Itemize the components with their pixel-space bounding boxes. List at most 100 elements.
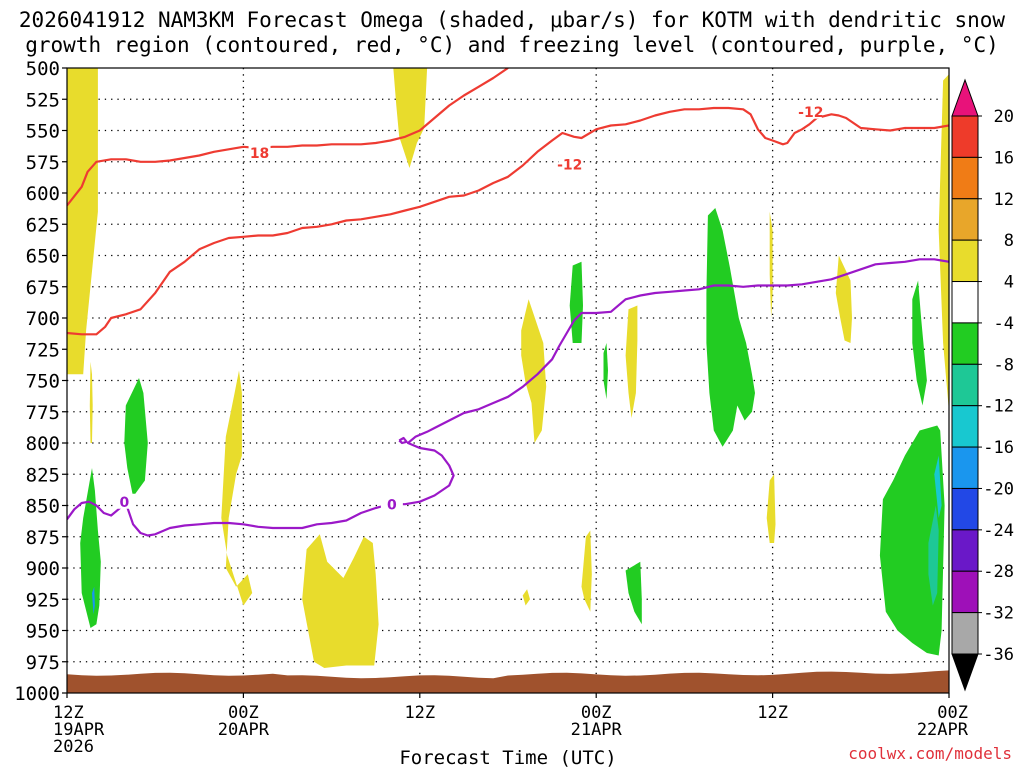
y-tick-label-575: 575 <box>26 152 60 174</box>
y-tick-label-725: 725 <box>26 339 60 361</box>
y-tick-label-825: 825 <box>26 464 60 486</box>
colorbar-bin-4 <box>951 239 979 283</box>
x-tick-label-36-0: 00Z <box>581 703 612 723</box>
colorbar-top-arrow <box>951 78 979 117</box>
colorbar-bin-7 <box>951 363 979 407</box>
y-axis: 500 525 550 575 600 625 650 675 700 725 750 775 800 8… <box>14 58 67 705</box>
omega-green-region-1 <box>124 378 148 497</box>
contour-label-2: -12 <box>798 105 823 121</box>
contour-label-4: 0 <box>119 495 129 511</box>
colorbar-label-12: -32 <box>983 604 1014 624</box>
y-tick-label-675: 675 <box>26 277 60 299</box>
colorbar-bin-11 <box>951 529 979 572</box>
omega-skyblue-region-0 <box>92 586 95 615</box>
terrain <box>67 670 949 693</box>
omega-yellow-region-0 <box>67 68 98 375</box>
y-tick-label-525: 525 <box>26 89 60 111</box>
omega-yellow-region-2 <box>89 361 93 443</box>
colorbar-label-0: 20 <box>994 107 1014 127</box>
colorbar-bin-10 <box>951 487 979 531</box>
y-tick-label-800: 800 <box>26 433 60 455</box>
y-tick-label-875: 875 <box>26 527 60 549</box>
chart-title-line-2: growth region (contoured, red, °C) and f… <box>25 33 999 57</box>
colorbar-label-11: -28 <box>983 562 1014 582</box>
colorbar-label-3: 8 <box>1004 231 1014 251</box>
colorbar-bottom-arrow <box>951 653 979 692</box>
omega-yellow-region-8 <box>581 530 592 612</box>
y-tick-label-550: 550 <box>26 121 60 143</box>
omega-yellow-region-13 <box>938 74 949 412</box>
y-tick-label-900: 900 <box>26 558 60 580</box>
omega-yellow-region-1 <box>67 205 75 306</box>
contour-line-4 <box>398 436 408 445</box>
colorbar-bin-13 <box>951 612 979 655</box>
x-tick-label-24-0: 12Z <box>404 703 435 723</box>
y-tick-label-850: 850 <box>26 496 60 518</box>
colorbar-bin-8 <box>951 405 979 448</box>
colorbar-label-6: -8 <box>994 355 1014 375</box>
y-tick-label-625: 625 <box>26 214 60 236</box>
contour-label-bg-4 <box>113 493 136 509</box>
omega-shading <box>67 68 949 668</box>
colorbar-bin-6 <box>951 322 979 365</box>
contour-label-1: -12 <box>557 157 582 173</box>
colorbar-bin-1 <box>951 115 979 158</box>
y-tick-label-700: 700 <box>26 308 60 330</box>
credit-text: coolwx.com/models <box>848 744 1012 763</box>
colorbar-label-9: -20 <box>983 479 1014 499</box>
colorbar-bin-9 <box>951 446 979 489</box>
colorbar-bin-2 <box>951 156 979 200</box>
omega-yellow-region-4 <box>302 534 379 668</box>
omega-green-region-6 <box>879 425 945 656</box>
x-tick-label-60-0: 00Z <box>937 703 968 723</box>
colorbar-label-8: -16 <box>983 438 1014 458</box>
x-tick-label-36-1: 21APR <box>571 720 623 740</box>
omega-yellow-region-9 <box>625 305 638 418</box>
contour-label-bg-3 <box>380 496 403 512</box>
y-tick-label-775: 775 <box>26 402 60 424</box>
contour-label-0: 18 <box>250 146 269 162</box>
omega-cyan-region-0 <box>934 455 942 518</box>
omega-yellow-region-7 <box>522 589 530 606</box>
contour-label-bg-2 <box>799 103 822 119</box>
contour-lines: 18 -12 -12 0 0 <box>67 68 949 537</box>
colorbar-label-10: -24 <box>983 521 1014 541</box>
colorbar-bin-3 <box>951 198 979 241</box>
colorbar-bin-5 <box>951 281 979 324</box>
y-tick-label-975: 975 <box>26 652 60 674</box>
y-tick-label-600: 600 <box>26 183 60 205</box>
x-tick-label-0-1: 19APR <box>53 720 105 740</box>
colorbar-bin-12 <box>951 570 979 614</box>
omega-green-region-0 <box>80 468 101 628</box>
colorbar-label-13: -36 <box>983 645 1014 665</box>
x-tick-label-0-0: 12Z <box>53 703 84 723</box>
terrain-surface <box>67 670 949 693</box>
x-tick-label-48-0: 12Z <box>757 703 788 723</box>
contour-label-bg-1 <box>558 156 581 172</box>
contour-line-3 <box>67 258 949 537</box>
y-tick-label-500: 500 <box>26 58 60 80</box>
omega-yellow-region-3 <box>221 370 253 606</box>
omega-green-region-4 <box>625 561 642 625</box>
x-tick-label-0-2: 2026 <box>53 737 94 757</box>
y-tick-label-750: 750 <box>26 371 60 393</box>
omega-yellow-region-10 <box>769 211 773 318</box>
contour-line-0 <box>67 68 509 207</box>
x-tick-label-60-1: 22APR <box>917 720 969 740</box>
omega-teal-region-0 <box>928 505 939 606</box>
x-tick-label-12-1: 20APR <box>218 720 270 740</box>
omega-yellow-region-11 <box>766 474 776 543</box>
x-tick-label-12-0: 00Z <box>228 703 259 723</box>
colorbar-label-5: -4 <box>994 314 1014 334</box>
grid-lines <box>67 68 949 693</box>
contour-line-1 <box>67 106 949 336</box>
omega-green-region-3 <box>603 343 608 400</box>
colorbar-label-2: 12 <box>994 190 1014 210</box>
colorbar-label-1: 16 <box>994 148 1014 168</box>
omega-green-region-7 <box>912 280 927 406</box>
colorbar: 20 16 12 8 4 -4 -8 -12 -16 -20 -24 -28 -32 -36 <box>951 78 1014 692</box>
y-tick-label-925: 925 <box>26 589 60 611</box>
colorbar-label-4: 4 <box>1004 273 1014 293</box>
